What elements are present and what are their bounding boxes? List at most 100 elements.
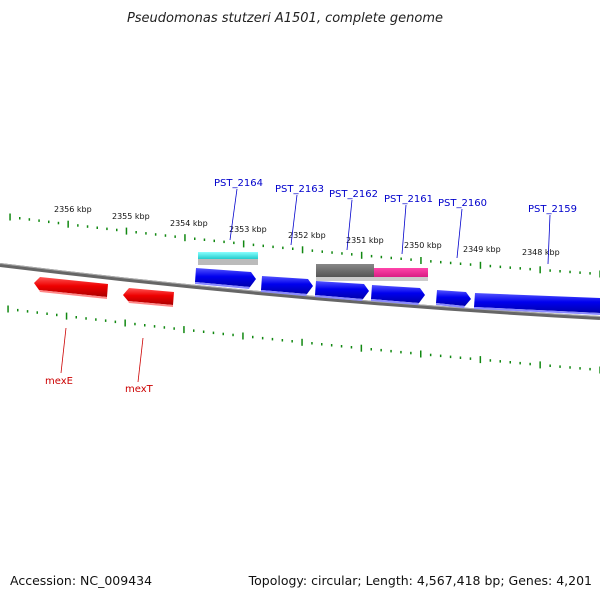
- label-leader-line: [229, 188, 238, 241]
- label-leader-line: [346, 199, 353, 251]
- outer-tick-ring: [9, 213, 600, 278]
- minor-tick: [202, 330, 205, 333]
- minor-tick: [509, 266, 511, 269]
- minor-tick: [390, 349, 392, 353]
- minor-tick: [38, 219, 40, 222]
- minor-tick: [489, 359, 492, 362]
- major-tick: [539, 361, 541, 369]
- scale-label: 2350 kbp: [404, 241, 442, 250]
- minor-tick: [57, 221, 60, 225]
- gene-label[interactable]: mexT: [125, 384, 154, 395]
- minor-tick: [311, 342, 313, 345]
- gene-label[interactable]: PST_2159: [528, 204, 577, 215]
- minor-tick: [569, 366, 571, 369]
- minor-tick: [193, 329, 195, 332]
- minor-tick: [589, 367, 591, 371]
- minor-tick: [489, 264, 492, 268]
- gene-label[interactable]: PST_2161: [384, 194, 433, 205]
- label-leader-line: [401, 204, 407, 255]
- minor-tick: [19, 217, 21, 220]
- minor-tick: [85, 317, 87, 320]
- minor-tick: [589, 272, 591, 275]
- minor-tick: [559, 365, 561, 368]
- scale-label: 2348 kbp: [522, 248, 560, 257]
- minor-tick: [135, 231, 137, 234]
- gray-feature[interactable]: [316, 264, 374, 277]
- gene-label[interactable]: PST_2160: [438, 198, 487, 209]
- minor-tick: [173, 327, 175, 330]
- minor-tick: [330, 344, 333, 347]
- light-gray-feature[interactable]: [198, 259, 258, 265]
- minor-tick: [559, 270, 561, 273]
- minor-tick: [569, 270, 571, 274]
- minor-tick: [145, 232, 147, 235]
- minor-tick: [390, 256, 392, 260]
- major-tick: [184, 234, 186, 242]
- major-tick: [301, 338, 303, 346]
- feature-shadow: [316, 277, 428, 281]
- minor-tick: [449, 261, 452, 265]
- minor-tick: [28, 218, 31, 221]
- minor-tick: [410, 351, 412, 355]
- forward-gene-arrow[interactable]: [436, 290, 471, 308]
- label-leader-line: [456, 208, 463, 259]
- minor-tick: [134, 322, 136, 326]
- major-tick: [183, 326, 185, 334]
- gene-label[interactable]: mexE: [45, 376, 73, 387]
- minor-tick: [291, 340, 293, 343]
- cyan-feature[interactable]: [198, 252, 258, 259]
- gene-label[interactable]: PST_2163: [275, 184, 324, 195]
- minor-tick: [17, 308, 19, 312]
- minor-tick: [440, 260, 442, 264]
- minor-tick: [272, 245, 274, 249]
- label-leader-line: [137, 337, 144, 383]
- minor-tick: [154, 233, 157, 236]
- minor-tick: [519, 267, 521, 270]
- label-leader-line: [290, 194, 298, 246]
- major-tick: [479, 261, 482, 269]
- minor-tick: [222, 332, 224, 336]
- forward-gene-arrow[interactable]: [195, 268, 256, 289]
- minor-tick: [351, 253, 353, 256]
- minor-tick: [106, 227, 108, 231]
- minor-tick: [459, 356, 462, 359]
- major-tick: [67, 220, 69, 228]
- minor-tick: [380, 348, 382, 352]
- reverse-gene-arrow[interactable]: [34, 277, 108, 299]
- minor-tick: [331, 251, 333, 254]
- minor-tick: [469, 357, 472, 360]
- minor-tick: [213, 239, 215, 243]
- reverse-gene-arrow[interactable]: [123, 288, 174, 307]
- minor-tick: [36, 311, 38, 314]
- minor-tick: [261, 336, 264, 340]
- minor-tick: [549, 364, 551, 367]
- minor-tick: [579, 367, 581, 370]
- minor-tick: [96, 226, 98, 229]
- minor-tick: [48, 220, 50, 224]
- minor-tick: [194, 237, 196, 240]
- forward-gene-arrow[interactable]: [371, 285, 425, 305]
- minor-tick: [519, 361, 521, 365]
- minor-tick: [95, 318, 97, 321]
- map-title: Pseudomonas stutzeri A1501, complete gen…: [127, 11, 443, 26]
- minor-tick: [114, 320, 117, 324]
- forward-gene-arrow[interactable]: [474, 293, 600, 315]
- gene-label[interactable]: PST_2162: [329, 189, 378, 200]
- minor-tick: [282, 246, 284, 250]
- minor-tick: [232, 333, 234, 337]
- minor-tick: [116, 228, 118, 232]
- minor-tick: [321, 343, 323, 346]
- scale-label: 2353 kbp: [229, 225, 267, 234]
- forward-gene-arrow[interactable]: [261, 276, 313, 296]
- minor-tick: [340, 345, 343, 348]
- major-tick: [124, 319, 126, 327]
- minor-tick: [350, 346, 353, 349]
- minor-tick: [203, 238, 206, 241]
- minor-tick: [380, 255, 383, 259]
- inner-tick-ring: [7, 305, 600, 374]
- minor-tick: [439, 354, 442, 358]
- minor-tick: [174, 235, 176, 238]
- scale-label: 2351 kbp: [346, 236, 384, 245]
- forward-gene-arrow[interactable]: [315, 281, 369, 301]
- gene-label[interactable]: PST_2164: [214, 178, 263, 189]
